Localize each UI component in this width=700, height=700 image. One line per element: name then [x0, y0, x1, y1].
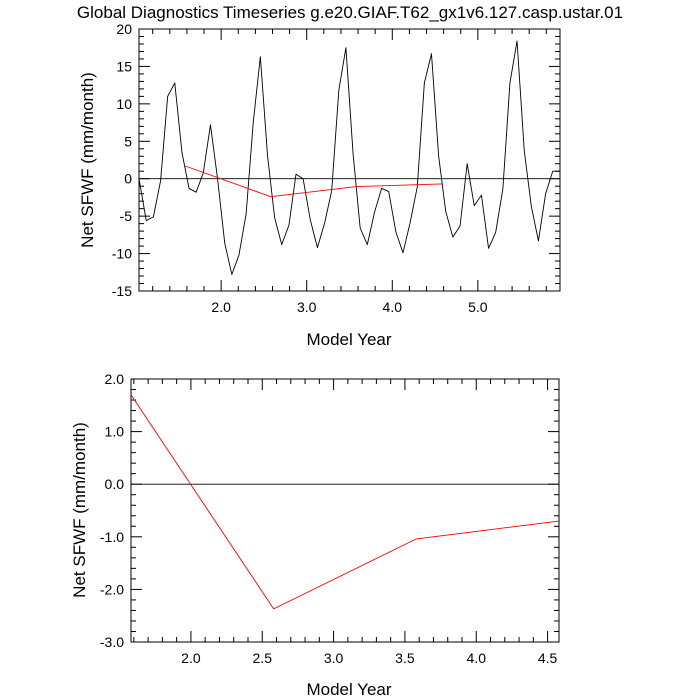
top-y-tick-label: 15 — [116, 58, 132, 74]
top-y-tick-label: -15 — [112, 283, 132, 299]
bottom-plot-frame — [130, 378, 560, 643]
bottom-x-tick-label: 3.5 — [395, 650, 415, 666]
bottom-x-axis-label: Model Year — [306, 680, 391, 699]
top-x-tick-label: 5.0 — [468, 299, 488, 315]
bottom-y-tick-label: 1.0 — [105, 424, 125, 440]
top-y-tick-label: -5 — [120, 208, 133, 224]
bottom-x-tick-label: 4.5 — [538, 650, 558, 666]
top-y-tick-label: 10 — [116, 96, 132, 112]
bottom-y-axis-label: Net SFWF (mm/month) — [70, 422, 89, 598]
bottom-series-line-red — [130, 394, 560, 610]
bottom-x-tick-label: 3.0 — [324, 650, 344, 666]
top-panel: 2.0 3.0 4.0 5.0 -15 -10 -5 0 5 10 15 20 — [112, 21, 561, 315]
top-plot-frame — [138, 28, 561, 292]
top-y-tick-label: -10 — [112, 246, 132, 262]
top-y-tick-label: 5 — [124, 133, 132, 149]
bottom-x-tick-label: 2.0 — [181, 650, 201, 666]
bottom-x-tick-label: 4.0 — [467, 650, 487, 666]
top-x-tick-label: 3.0 — [297, 299, 317, 315]
bottom-y-tick-label: -3.0 — [100, 634, 124, 650]
top-y-axis-label: Net SFWF (mm/month) — [78, 72, 97, 248]
top-y-tick-label: 0 — [124, 171, 132, 187]
top-y-tick-label: 20 — [116, 21, 132, 37]
top-series-line-red — [185, 165, 442, 198]
bottom-x-tick-label: 2.5 — [253, 650, 273, 666]
top-series-line-black — [138, 40, 560, 275]
bottom-y-tick-label: -1.0 — [100, 529, 124, 545]
top-x-axis-label: Model Year — [306, 330, 391, 349]
bottom-panel: 2.0 2.5 3.0 3.5 4.0 4.5 -3.0 -2.0 -1.0 0.0 1.0 2.0 — [100, 371, 560, 666]
top-x-tick-label: 2.0 — [211, 299, 231, 315]
chart-title: Global Diagnostics Timeseries g.e20.GIAF… — [77, 3, 623, 22]
bottom-y-tick-label: -2.0 — [100, 581, 124, 597]
bottom-y-tick-label: 2.0 — [105, 371, 125, 387]
top-x-tick-label: 4.0 — [383, 299, 403, 315]
bottom-y-tick-label: 0.0 — [105, 476, 125, 492]
